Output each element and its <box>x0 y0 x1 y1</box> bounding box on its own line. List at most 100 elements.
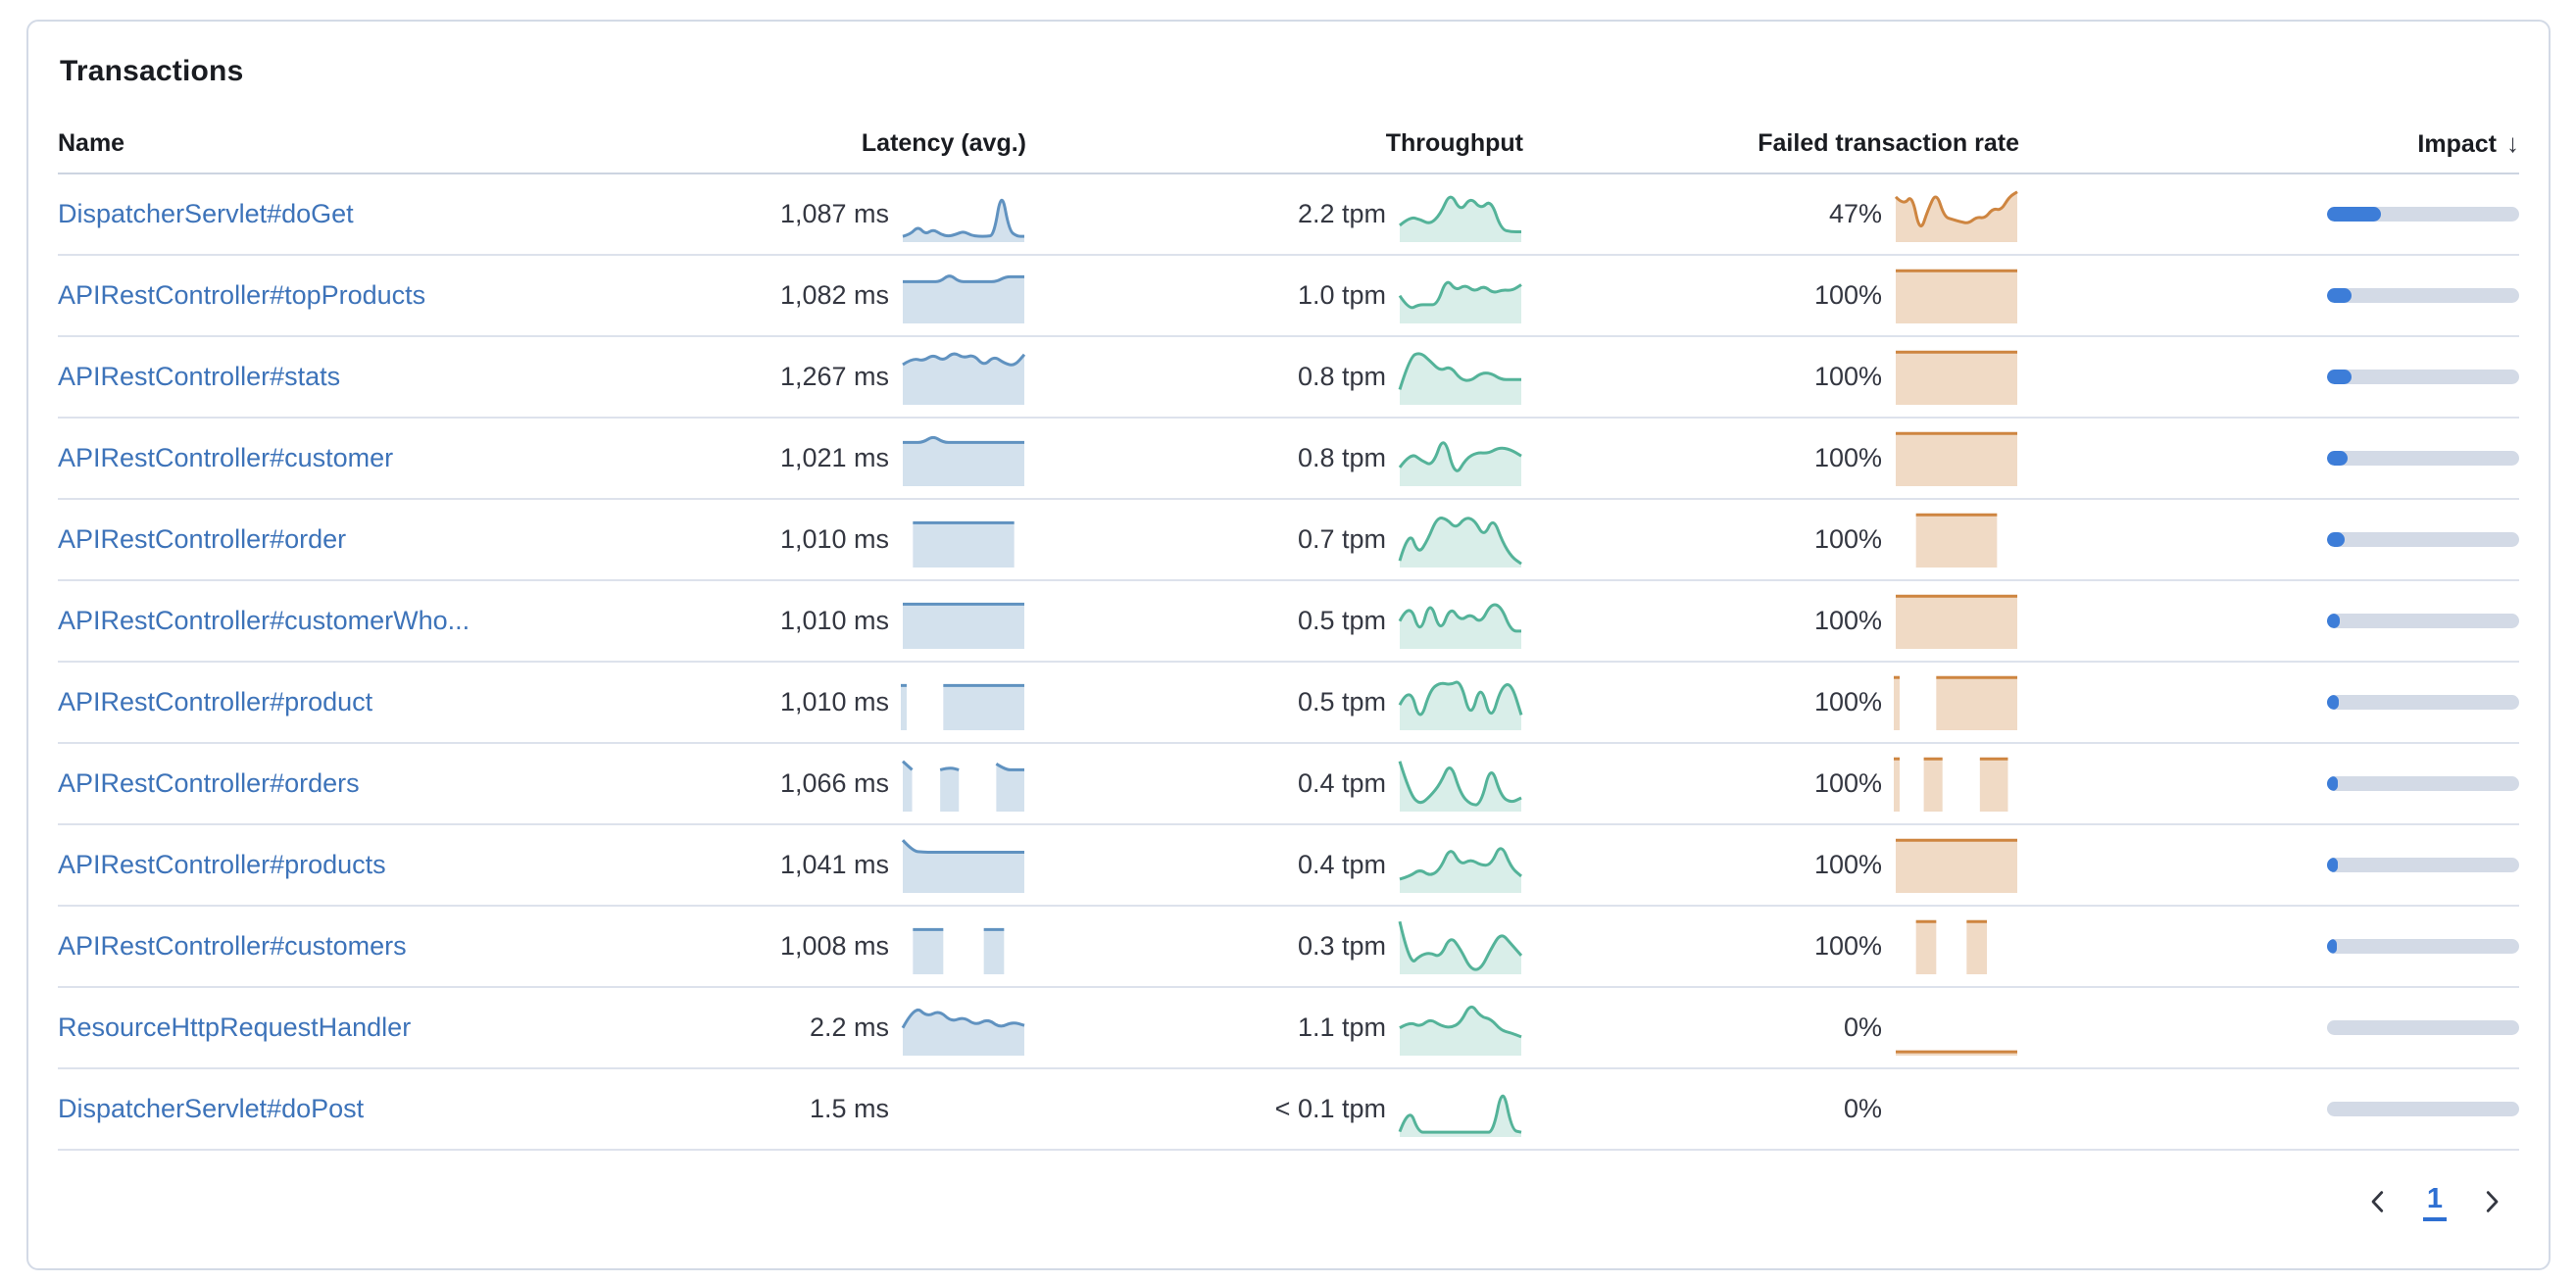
transaction-link[interactable]: APIRestController#orders <box>58 768 360 798</box>
latency-sparkline <box>901 919 1026 974</box>
impact-bar-fill <box>2327 207 2381 222</box>
latency-cell: 1,010 ms <box>605 594 1026 649</box>
latency-value: 1,008 ms <box>779 931 889 961</box>
transaction-link[interactable]: APIRestController#product <box>58 687 373 716</box>
latency-sparkline <box>901 838 1026 893</box>
throughput-value: 0.7 tpm <box>1297 524 1386 554</box>
chevron-right-icon <box>2486 1191 2499 1212</box>
latency-cell: 1,010 ms <box>605 675 1026 730</box>
latency-sparkline <box>901 594 1026 649</box>
failed-rate-sparkline <box>1894 431 2019 486</box>
latency-sparkline <box>901 757 1026 812</box>
transaction-link[interactable]: ResourceHttpRequestHandler <box>58 1012 412 1042</box>
throughput-sparkline <box>1398 919 1523 974</box>
impact-bar <box>2327 288 2519 303</box>
sort-desc-icon: ↓ <box>2506 127 2519 158</box>
column-header-name[interactable]: Name <box>58 128 125 157</box>
latency-cell: 1,008 ms <box>605 919 1026 974</box>
throughput-cell: 1.1 tpm <box>1026 1001 1523 1056</box>
column-header-failed-rate[interactable]: Failed transaction rate <box>1758 128 2019 157</box>
latency-sparkline <box>901 269 1026 323</box>
failed-rate-sparkline <box>1892 757 2019 812</box>
transactions-table: Name Latency (avg.) Throughput Failed tr… <box>58 114 2519 1151</box>
page-number-current[interactable]: 1 <box>2415 1178 2454 1225</box>
column-header-latency[interactable]: Latency (avg.) <box>861 128 1026 157</box>
impact-bar <box>2327 207 2519 222</box>
next-page-button[interactable] <box>2468 1178 2515 1225</box>
pagination: 1 <box>58 1151 2519 1225</box>
latency-cell: 1,066 ms <box>605 757 1026 812</box>
transaction-link[interactable]: APIRestController#stats <box>58 362 341 391</box>
table-body: DispatcherServlet#doGet 1,087 ms 2.2 tpm… <box>58 174 2519 1151</box>
throughput-value: < 0.1 tpm <box>1274 1094 1386 1123</box>
failed-rate-sparkline <box>1894 350 2019 405</box>
failed-rate-value: 100% <box>1813 443 1882 472</box>
failed-rate-value: 100% <box>1813 606 1882 635</box>
throughput-cell: 0.3 tpm <box>1026 919 1523 974</box>
column-header-throughput[interactable]: Throughput <box>1385 128 1523 157</box>
impact-cell <box>2019 614 2519 628</box>
throughput-value: 0.8 tpm <box>1297 362 1386 391</box>
failed-rate-sparkline <box>1894 1001 2019 1056</box>
transaction-link[interactable]: APIRestController#products <box>58 850 386 879</box>
latency-cell: 1,267 ms <box>605 350 1026 405</box>
impact-bar <box>2327 370 2519 384</box>
failed-rate-sparkline <box>1894 1082 2019 1137</box>
latency-cell: 1.5 ms <box>605 1082 1026 1137</box>
transaction-link[interactable]: APIRestController#topProducts <box>58 280 426 310</box>
throughput-cell: 0.8 tpm <box>1026 350 1523 405</box>
throughput-cell: 0.5 tpm <box>1026 675 1523 730</box>
latency-value: 1,087 ms <box>779 199 889 228</box>
impact-cell <box>2019 1020 2519 1035</box>
impact-cell <box>2019 532 2519 547</box>
failed-rate-sparkline <box>1894 838 2019 893</box>
throughput-sparkline <box>1398 269 1523 323</box>
failed-rate-value: 100% <box>1813 687 1882 716</box>
table-header: Name Latency (avg.) Throughput Failed tr… <box>58 114 2519 174</box>
throughput-sparkline <box>1398 594 1523 649</box>
transaction-link[interactable]: DispatcherServlet#doPost <box>58 1094 365 1123</box>
throughput-cell: 0.5 tpm <box>1026 594 1523 649</box>
failed-rate-sparkline <box>1892 675 2019 730</box>
failed-rate-sparkline <box>1894 594 2019 649</box>
transaction-link[interactable]: DispatcherServlet#doGet <box>58 199 354 228</box>
transaction-link[interactable]: APIRestController#customer <box>58 443 394 472</box>
throughput-sparkline <box>1398 1001 1523 1056</box>
panel-title: Transactions <box>60 55 244 87</box>
table-row: APIRestController#products 1,041 ms 0.4 … <box>58 825 2519 907</box>
throughput-value: 0.4 tpm <box>1297 850 1386 879</box>
transaction-link[interactable]: APIRestController#customerWho... <box>58 606 471 635</box>
throughput-cell: 0.4 tpm <box>1026 757 1523 812</box>
impact-cell <box>2019 370 2519 384</box>
table-row: DispatcherServlet#doGet 1,087 ms 2.2 tpm… <box>58 174 2519 256</box>
latency-value: 1,082 ms <box>779 280 889 310</box>
throughput-value: 0.5 tpm <box>1297 606 1386 635</box>
throughput-cell: < 0.1 tpm <box>1026 1082 1523 1137</box>
impact-bar <box>2327 858 2519 872</box>
transaction-link[interactable]: APIRestController#customers <box>58 931 407 961</box>
impact-bar <box>2327 1102 2519 1116</box>
throughput-value: 0.4 tpm <box>1297 768 1386 798</box>
latency-cell: 1,041 ms <box>605 838 1026 893</box>
latency-value: 1,041 ms <box>779 850 889 879</box>
table-row: APIRestController#order 1,010 ms 0.7 tpm… <box>58 500 2519 581</box>
table-row: APIRestController#stats 1,267 ms 0.8 tpm… <box>58 337 2519 419</box>
latency-value: 1,010 ms <box>779 606 889 635</box>
impact-bar-fill <box>2327 858 2338 872</box>
impact-bar <box>2327 695 2519 710</box>
column-header-impact[interactable]: Impact ↓ <box>2019 128 2519 159</box>
transaction-link[interactable]: APIRestController#order <box>58 524 347 554</box>
latency-value: 1,010 ms <box>779 687 889 716</box>
previous-page-button[interactable] <box>2354 1178 2402 1225</box>
failed-rate-cell: 100% <box>1523 594 2019 649</box>
failed-rate-cell: 100% <box>1523 350 2019 405</box>
failed-rate-value: 100% <box>1813 931 1882 961</box>
latency-value: 1,267 ms <box>779 362 889 391</box>
impact-bar <box>2327 614 2519 628</box>
latency-value: 1.5 ms <box>809 1094 889 1123</box>
table-row: APIRestController#customer 1,021 ms 0.8 … <box>58 419 2519 500</box>
impact-cell <box>2019 939 2519 954</box>
table-row: APIRestController#product 1,010 ms 0.5 t… <box>58 663 2519 744</box>
failed-rate-sparkline <box>1894 513 2019 568</box>
latency-value: 1,021 ms <box>779 443 889 472</box>
